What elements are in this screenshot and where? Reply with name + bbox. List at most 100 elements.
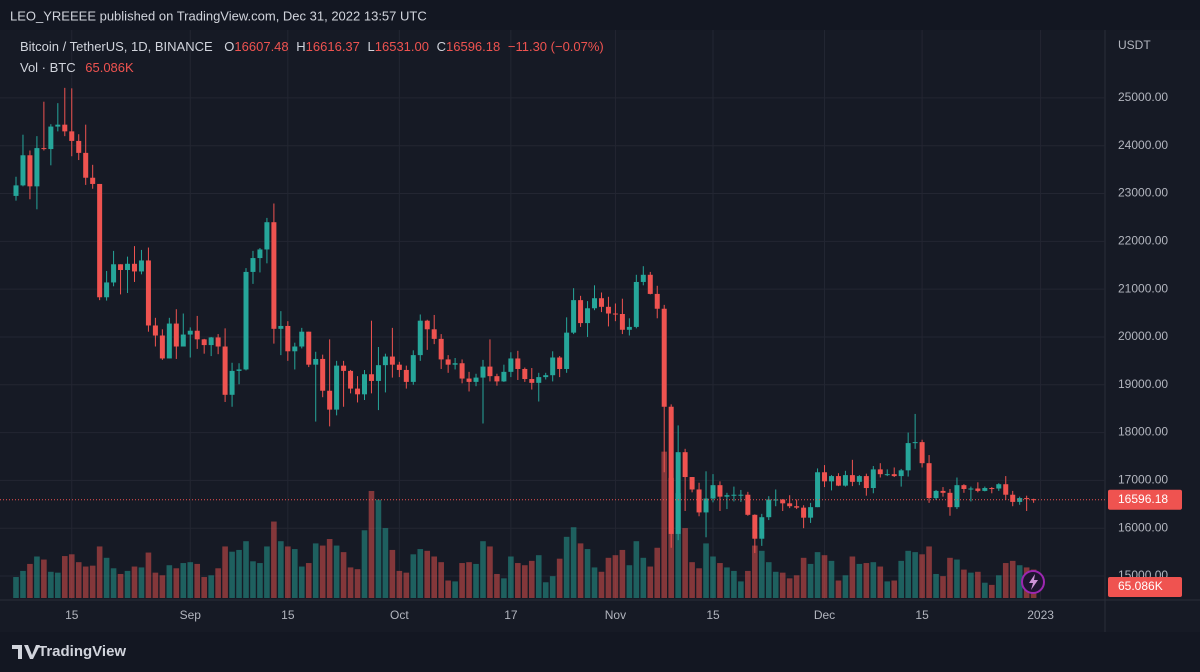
candle-body — [794, 506, 800, 508]
volume-bar — [34, 556, 40, 598]
volume-bar — [793, 575, 800, 598]
volume-bar — [375, 499, 382, 598]
volume-bar — [731, 570, 737, 598]
volume-bar — [75, 562, 82, 598]
candle-body — [550, 357, 556, 376]
candle-body — [626, 326, 632, 330]
volume-bar — [20, 570, 26, 598]
candle-body — [1031, 499, 1037, 501]
candle-body — [201, 339, 207, 346]
volume-bar — [640, 557, 647, 598]
candle-body — [849, 475, 855, 482]
candle-body — [424, 320, 430, 330]
candle-body — [243, 271, 249, 370]
volume-bar — [159, 575, 166, 598]
volume-bar — [591, 567, 598, 598]
high-value: 16616.37 — [306, 39, 360, 54]
candle-body — [633, 281, 639, 327]
volume-bar — [473, 563, 479, 598]
volume-bar — [354, 569, 361, 598]
volume-bar — [696, 568, 702, 598]
candle-body — [543, 375, 549, 378]
y-tick-label: 21000.00 — [1118, 281, 1168, 295]
candle-body — [863, 476, 869, 489]
volume-bar — [570, 527, 577, 598]
lightning-icon[interactable] — [1021, 570, 1045, 594]
volume-bar — [292, 549, 298, 598]
volume-bar — [131, 566, 138, 598]
brand-logo[interactable]: TradingView — [12, 643, 126, 660]
candle-body — [996, 484, 1002, 489]
candle-body — [111, 264, 117, 283]
candle-body — [41, 148, 47, 150]
volume-bar — [556, 558, 563, 598]
brand[interactable]: TradingView — [38, 643, 126, 660]
tv-logo[interactable] — [12, 645, 40, 659]
volume-bar — [487, 546, 493, 598]
volume-bar — [724, 567, 730, 598]
volume-bar — [647, 566, 654, 598]
volume-bar — [89, 565, 96, 598]
volume-bar — [1016, 565, 1023, 598]
candle-body — [466, 378, 472, 382]
candle-body — [194, 330, 200, 340]
volume-bar — [152, 572, 159, 598]
volume-bar — [772, 571, 779, 598]
candle-body — [780, 499, 786, 504]
candle-body — [933, 490, 939, 499]
candle-body — [717, 485, 723, 497]
candle-body — [1003, 484, 1009, 495]
volume-bar — [926, 546, 932, 598]
volume-bar — [995, 575, 1002, 598]
candle-body — [320, 358, 326, 391]
volume-bar — [738, 581, 744, 598]
candle-body — [494, 376, 500, 382]
volume-bar — [661, 451, 668, 598]
volume-bar — [508, 556, 514, 598]
candle-body — [724, 495, 730, 497]
candle-body — [83, 152, 89, 178]
volume-bar — [549, 576, 556, 598]
volume-bar — [849, 556, 856, 598]
volume-bar — [166, 565, 173, 598]
candle-body — [654, 293, 660, 309]
volume-bar — [752, 545, 758, 598]
candle-body — [27, 155, 33, 187]
candle-body — [940, 490, 946, 493]
volume-bar — [403, 572, 410, 598]
candle-body — [278, 325, 284, 329]
candle-body — [48, 126, 54, 150]
candle-body — [766, 499, 772, 518]
volume-bar — [194, 563, 201, 598]
y-tick-label: 18000.00 — [1118, 425, 1168, 439]
volume-bar — [264, 546, 270, 598]
candle-body — [13, 185, 19, 196]
volume-bar — [124, 570, 131, 598]
volume-bar — [779, 572, 786, 598]
candle-body — [306, 331, 312, 365]
volume-legend: Vol · BTC 65.086K — [20, 60, 134, 75]
volume-bar — [870, 562, 877, 598]
lightning-bolt[interactable] — [1029, 574, 1038, 590]
legend-row: Bitcoin / TetherUS, 1D, BINANCE O16607.4… — [20, 39, 604, 54]
volume-bar — [563, 536, 570, 598]
candle-body — [69, 131, 75, 141]
candle-body — [76, 140, 82, 153]
candle-body — [870, 469, 876, 489]
candle-body — [473, 377, 479, 382]
volume-bar — [27, 563, 33, 598]
x-tick-label: Nov — [605, 608, 626, 622]
volume-bar — [703, 543, 709, 598]
candle-body — [905, 443, 911, 471]
volume-bar — [187, 562, 194, 598]
candle-body — [578, 300, 584, 324]
volume-bar — [619, 549, 626, 598]
volume-bar — [842, 575, 849, 598]
volume-bar — [466, 562, 472, 598]
candle-body — [97, 183, 103, 298]
volume-bar — [528, 560, 535, 598]
candle-body — [598, 298, 604, 307]
candle-body — [822, 472, 828, 482]
candle-body — [856, 476, 862, 482]
volume-bar — [55, 572, 61, 598]
